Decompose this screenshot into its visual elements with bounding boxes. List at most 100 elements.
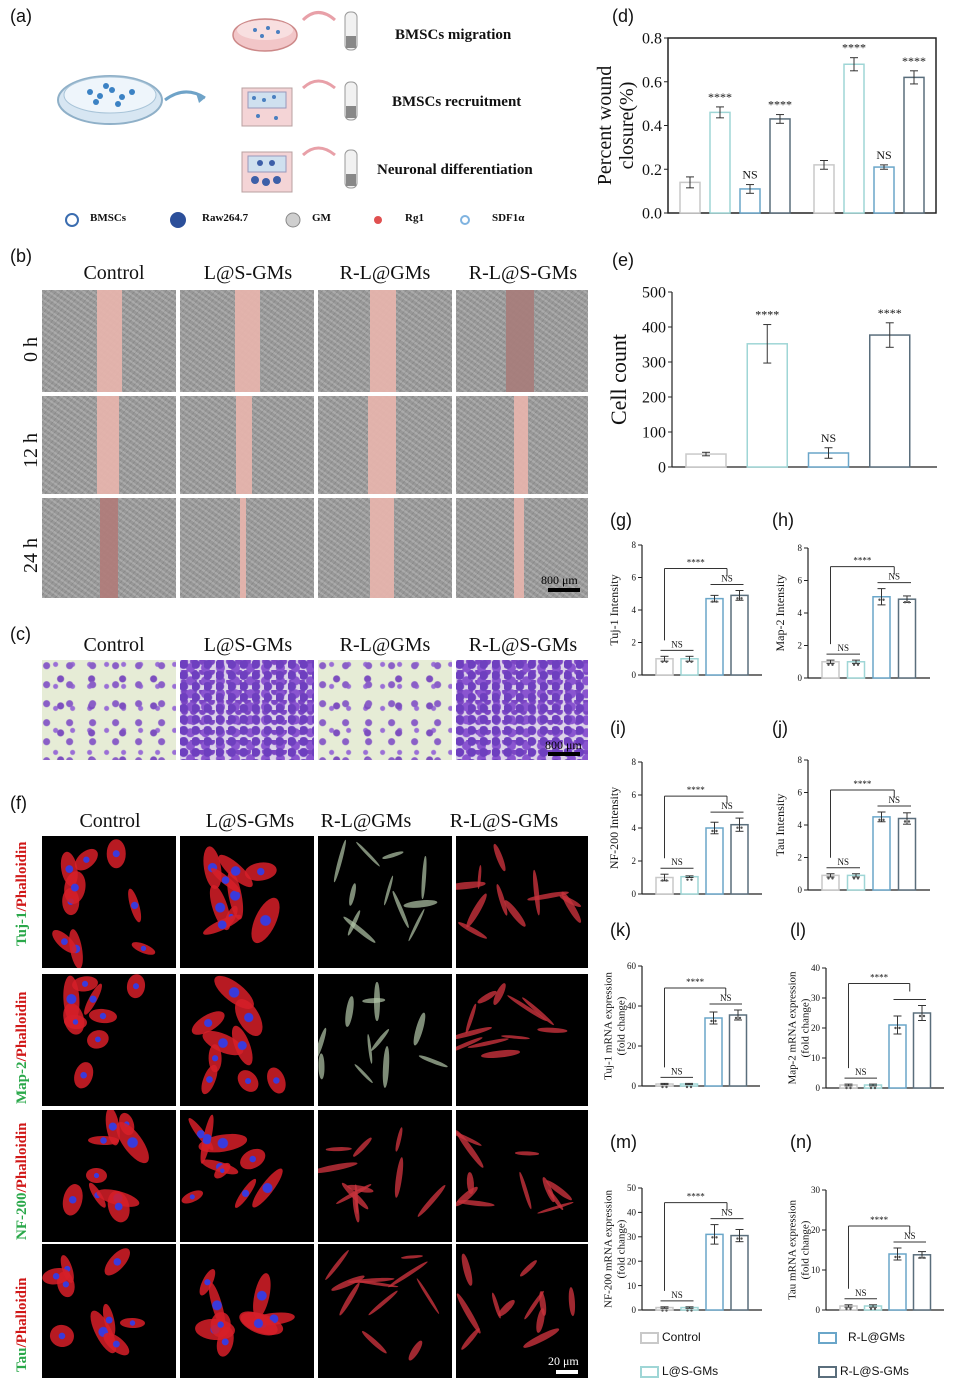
data-point-i bbox=[686, 878, 689, 881]
data-point-l bbox=[922, 1014, 926, 1018]
data-point-g bbox=[665, 660, 668, 663]
significance-label-e: **** bbox=[878, 306, 902, 320]
y-axis-label-d: closure(%) bbox=[616, 82, 638, 170]
y-tick-label-m: 20 bbox=[627, 1256, 637, 1266]
bar-k bbox=[728, 1014, 748, 1087]
y-tick-label-d: 0.8 bbox=[642, 31, 662, 48]
panel-label-k: (k) bbox=[610, 920, 631, 940]
bar-d bbox=[709, 111, 731, 214]
bracket-label-m: **** bbox=[687, 1192, 706, 1202]
data-point-l bbox=[898, 1026, 901, 1030]
fluor-scale-label: 20 μm bbox=[548, 1354, 579, 1368]
fluorescence-image bbox=[318, 1244, 452, 1378]
bar-i bbox=[730, 823, 749, 895]
bar-k bbox=[704, 1017, 723, 1087]
bar-d bbox=[903, 76, 925, 214]
f-col-ls: L@S-GMs bbox=[205, 810, 295, 832]
y-tick-label-l: 10 bbox=[811, 1053, 821, 1063]
axis-frame-d bbox=[667, 37, 937, 214]
y-axis-label-n: (fold change) bbox=[800, 1220, 812, 1279]
y-tick-label-l: 0 bbox=[816, 1083, 821, 1093]
y-tick-label-i: 4 bbox=[632, 823, 637, 833]
bar-n bbox=[912, 1254, 932, 1311]
c-col-control: Control bbox=[83, 634, 145, 656]
y-tick-label-j: 8 bbox=[798, 755, 803, 765]
data-point-j bbox=[827, 877, 830, 880]
bar-h bbox=[897, 598, 917, 679]
y-tick-label-m: 10 bbox=[627, 1281, 637, 1291]
bracket-label-n: **** bbox=[870, 1215, 889, 1225]
c-col-rl: R-L@GMs bbox=[339, 634, 431, 656]
panel-label-g: (g) bbox=[610, 510, 632, 530]
y-tick-label-g: 8 bbox=[632, 540, 637, 550]
fluorescence-image bbox=[42, 836, 176, 968]
bracket-label-n: NS bbox=[855, 1288, 867, 1298]
bracket-label-g: **** bbox=[687, 558, 706, 568]
data-point-j bbox=[878, 818, 881, 822]
y-tick-label-e: 500 bbox=[642, 285, 666, 302]
wound-image bbox=[318, 396, 452, 494]
panel-label-b: (b) bbox=[10, 246, 32, 266]
data-point-g bbox=[661, 660, 664, 663]
data-point-k bbox=[685, 1085, 689, 1089]
transwell-image bbox=[42, 660, 176, 760]
c-col-rls: R-L@S-GMs bbox=[468, 634, 578, 656]
key-sdf: SDF1α bbox=[492, 212, 525, 224]
y-tick-label-j: 4 bbox=[798, 820, 803, 830]
data-point-n bbox=[918, 1256, 922, 1260]
data-point-l bbox=[873, 1086, 877, 1090]
bar-g bbox=[730, 594, 749, 676]
data-point-i bbox=[736, 826, 739, 829]
y-tick-label-l: 40 bbox=[811, 963, 821, 973]
data-point-h bbox=[856, 663, 860, 666]
y-axis-label-l: Map-2 mRNA expression bbox=[787, 971, 799, 1085]
y-axis-label-e: Cell count bbox=[606, 334, 631, 425]
legend-rl: R-L@GMs bbox=[848, 1330, 905, 1344]
fluor-scale-bar bbox=[556, 1370, 578, 1374]
transwell-image bbox=[456, 660, 588, 760]
panel-label-n: (n) bbox=[790, 1132, 812, 1152]
data-point-m bbox=[686, 1309, 689, 1312]
wound-image bbox=[318, 290, 452, 392]
data-point-j bbox=[882, 818, 885, 822]
data-point-h bbox=[903, 600, 907, 604]
panel-label-l: (l) bbox=[790, 920, 806, 940]
wound-image bbox=[456, 498, 588, 598]
fluorescence-image bbox=[318, 1110, 452, 1242]
y-tick-label-l: 30 bbox=[811, 993, 821, 1003]
y-tick-label-l: 20 bbox=[811, 1023, 821, 1033]
fluorescence-image bbox=[180, 836, 314, 968]
significance-label-d: **** bbox=[902, 54, 926, 68]
data-point-n bbox=[845, 1307, 848, 1311]
bracket-label-l: NS bbox=[855, 1067, 867, 1077]
bracket-label-g: NS bbox=[721, 574, 733, 584]
data-point-g bbox=[715, 600, 718, 603]
data-point-m bbox=[665, 1309, 668, 1312]
bracket-label-k: **** bbox=[686, 977, 705, 987]
transwell-scale-label: 800 μm bbox=[545, 738, 582, 752]
data-point-l bbox=[869, 1086, 873, 1090]
data-point-j bbox=[903, 820, 907, 823]
schematic-label-migration: BMSCs migration bbox=[395, 27, 512, 43]
y-tick-label-d: 0.6 bbox=[642, 74, 662, 91]
y-tick-label-e: 100 bbox=[642, 425, 666, 442]
data-point-l bbox=[894, 1026, 897, 1030]
c-col-ls: L@S-GMs bbox=[203, 634, 293, 656]
bar-j bbox=[821, 874, 840, 891]
data-point-g bbox=[711, 600, 714, 603]
data-point-k bbox=[734, 1016, 738, 1020]
bracket-label-j: NS bbox=[888, 795, 900, 805]
fluorescence-image bbox=[180, 974, 314, 1106]
bar-i bbox=[705, 827, 724, 895]
legend-ls: L@S-GMs bbox=[662, 1364, 719, 1378]
data-point-k bbox=[738, 1016, 742, 1020]
y-tick-label-n: 10 bbox=[811, 1265, 821, 1275]
b-col-ls: L@S-GMs bbox=[203, 262, 293, 284]
f-col-rls: R-L@S-GMs bbox=[449, 810, 559, 832]
data-point-n bbox=[873, 1307, 877, 1311]
data-point-h bbox=[878, 598, 881, 601]
bar-g bbox=[705, 597, 724, 676]
data-point-g bbox=[690, 660, 693, 663]
y-axis-label-k: (fold change) bbox=[616, 996, 628, 1055]
